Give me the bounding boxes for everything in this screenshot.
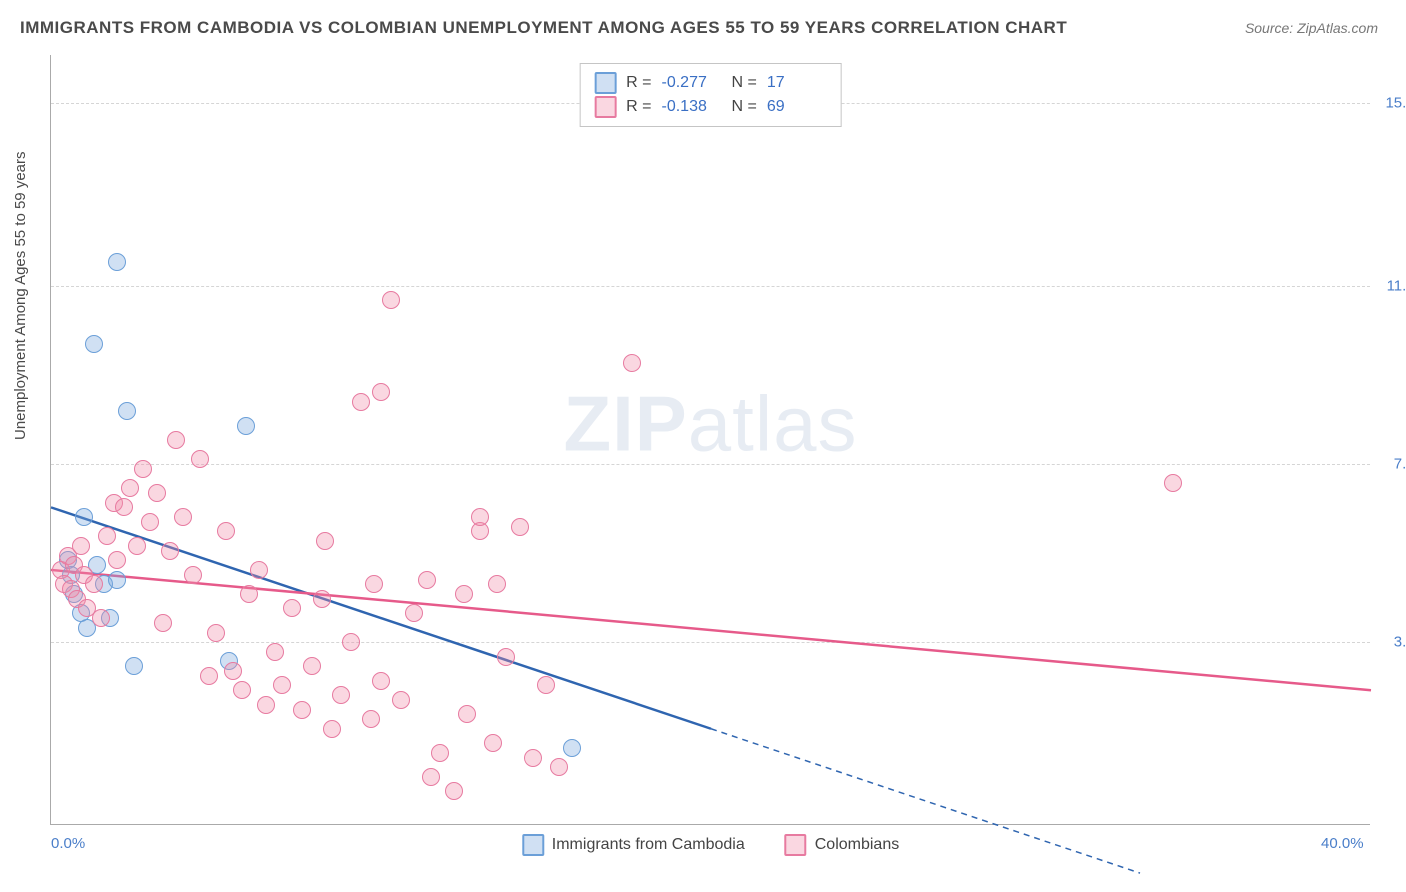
r-label: R = — [626, 98, 651, 116]
data-point-colombia — [405, 604, 423, 622]
chart-title: IMMIGRANTS FROM CAMBODIA VS COLOMBIAN UN… — [20, 18, 1067, 38]
data-point-colombia — [293, 701, 311, 719]
data-point-cambodia — [563, 739, 581, 757]
legend-row-cambodia: R = -0.277 N = 17 — [594, 72, 827, 94]
data-point-colombia — [98, 527, 116, 545]
legend-row-colombia: R = -0.138 N = 69 — [594, 96, 827, 118]
data-point-colombia — [85, 575, 103, 593]
correlation-legend: R = -0.277 N = 17 R = -0.138 N = 69 — [579, 63, 842, 127]
y-axis-label: Unemployment Among Ages 55 to 59 years — [12, 151, 29, 440]
data-point-colombia — [537, 676, 555, 694]
data-point-colombia — [488, 575, 506, 593]
data-point-colombia — [154, 614, 172, 632]
r-value-colombia: -0.138 — [662, 98, 722, 116]
y-tick-label: 15.0% — [1385, 95, 1406, 112]
legend-label-cambodia: Immigrants from Cambodia — [552, 836, 745, 854]
source-attribution: Source: ZipAtlas.com — [1245, 20, 1378, 36]
data-point-colombia — [72, 537, 90, 555]
data-point-colombia — [128, 537, 146, 555]
data-point-colombia — [511, 518, 529, 536]
data-point-colombia — [240, 585, 258, 603]
data-point-colombia — [445, 782, 463, 800]
data-point-colombia — [418, 571, 436, 589]
data-point-colombia — [323, 720, 341, 738]
data-point-cambodia — [85, 335, 103, 353]
data-point-colombia — [191, 450, 209, 468]
data-point-colombia — [431, 744, 449, 762]
legend-swatch-colombia — [594, 96, 616, 118]
data-point-colombia — [224, 662, 242, 680]
trend-lines-svg — [51, 55, 1370, 824]
legend-swatch-bottom-cambodia — [522, 834, 544, 856]
data-point-cambodia — [75, 508, 93, 526]
n-label: N = — [732, 74, 757, 92]
plot-area: ZIPatlas 3.8%7.5%11.2%15.0% R =-0.277N =… — [50, 55, 1370, 825]
data-point-colombia — [250, 561, 268, 579]
y-tick-label: 11.2% — [1387, 278, 1406, 295]
series-legend: Immigrants from Cambodia Colombians — [522, 834, 899, 856]
data-point-cambodia — [118, 402, 136, 420]
y-tick-label: 7.5% — [1394, 456, 1406, 473]
r-value-cambodia: -0.277 — [662, 74, 722, 92]
legend-swatch-cambodia — [594, 72, 616, 94]
n-value-cambodia: 17 — [767, 74, 827, 92]
data-point-colombia — [233, 681, 251, 699]
r-label: R = — [626, 74, 651, 92]
data-point-colombia — [217, 522, 235, 540]
data-point-colombia — [161, 542, 179, 560]
data-point-cambodia — [237, 417, 255, 435]
data-point-colombia — [524, 749, 542, 767]
data-point-colombia — [471, 508, 489, 526]
x-tick-label: 40.0% — [1321, 835, 1364, 852]
legend-label-colombia: Colombians — [815, 836, 899, 854]
n-value-colombia: 69 — [767, 98, 827, 116]
legend-swatch-bottom-colombia — [785, 834, 807, 856]
data-point-colombia — [92, 609, 110, 627]
data-point-colombia — [550, 758, 568, 776]
data-point-colombia — [372, 383, 390, 401]
data-point-colombia — [372, 672, 390, 690]
legend-item-colombia: Colombians — [785, 834, 899, 856]
data-point-colombia — [207, 624, 225, 642]
y-tick-label: 3.8% — [1394, 634, 1406, 651]
data-point-colombia — [1164, 474, 1182, 492]
data-point-colombia — [167, 431, 185, 449]
data-point-colombia — [257, 696, 275, 714]
data-point-colombia — [283, 599, 301, 617]
data-point-colombia — [352, 393, 370, 411]
data-point-cambodia — [125, 657, 143, 675]
data-point-colombia — [108, 551, 126, 569]
x-tick-label: 0.0% — [51, 835, 85, 852]
data-point-colombia — [148, 484, 166, 502]
data-point-colombia — [422, 768, 440, 786]
data-point-colombia — [458, 705, 476, 723]
data-point-cambodia — [108, 253, 126, 271]
data-point-colombia — [134, 460, 152, 478]
trend-line-cambodia — [51, 507, 711, 728]
data-point-colombia — [266, 643, 284, 661]
data-point-colombia — [365, 575, 383, 593]
legend-item-cambodia: Immigrants from Cambodia — [522, 834, 745, 856]
data-point-colombia — [484, 734, 502, 752]
data-point-colombia — [342, 633, 360, 651]
data-point-colombia — [121, 479, 139, 497]
data-point-colombia — [303, 657, 321, 675]
data-point-colombia — [141, 513, 159, 531]
data-point-colombia — [273, 676, 291, 694]
data-point-colombia — [174, 508, 192, 526]
data-point-colombia — [313, 590, 331, 608]
data-point-colombia — [497, 648, 515, 666]
data-point-colombia — [115, 498, 133, 516]
data-point-colombia — [392, 691, 410, 709]
data-point-colombia — [184, 566, 202, 584]
data-point-colombia — [382, 291, 400, 309]
data-point-colombia — [362, 710, 380, 728]
data-point-colombia — [316, 532, 334, 550]
data-point-colombia — [455, 585, 473, 603]
data-point-colombia — [200, 667, 218, 685]
data-point-cambodia — [108, 571, 126, 589]
n-label: N = — [732, 98, 757, 116]
data-point-colombia — [623, 354, 641, 372]
data-point-colombia — [332, 686, 350, 704]
